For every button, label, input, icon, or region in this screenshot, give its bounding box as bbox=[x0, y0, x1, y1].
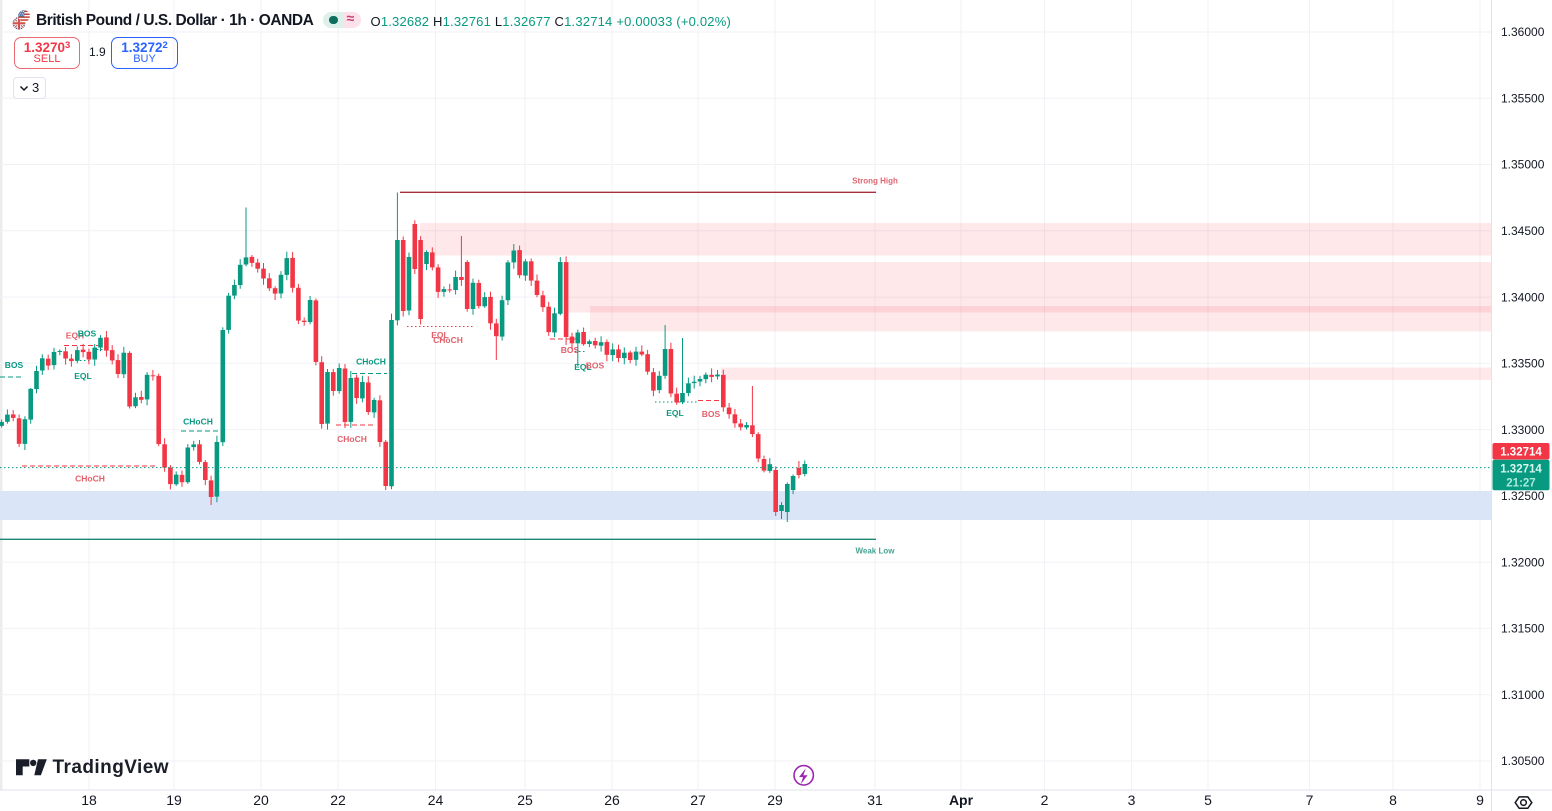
svg-text:1.34500: 1.34500 bbox=[1501, 224, 1545, 238]
svg-text:1.36000: 1.36000 bbox=[1501, 25, 1545, 39]
svg-text:1.32714: 1.32714 bbox=[1500, 447, 1542, 459]
svg-text:26: 26 bbox=[604, 792, 620, 808]
svg-text:21:27: 21:27 bbox=[1506, 478, 1535, 490]
svg-text:1.32000: 1.32000 bbox=[1501, 555, 1545, 569]
svg-text:BOS: BOS bbox=[586, 361, 605, 371]
svg-text:BOS: BOS bbox=[561, 345, 580, 355]
svg-text:5: 5 bbox=[1204, 792, 1212, 808]
svg-text:31: 31 bbox=[867, 792, 883, 808]
svg-text:EQL: EQL bbox=[74, 371, 91, 381]
svg-text:27: 27 bbox=[690, 792, 706, 808]
svg-text:CHoCH: CHoCH bbox=[75, 474, 105, 484]
svg-text:EQL: EQL bbox=[574, 362, 591, 372]
svg-text:EQH: EQH bbox=[66, 331, 84, 341]
svg-text:1.31500: 1.31500 bbox=[1501, 622, 1545, 636]
svg-text:1.30500: 1.30500 bbox=[1501, 754, 1545, 768]
svg-text:CHoCH: CHoCH bbox=[337, 434, 367, 444]
svg-text:7: 7 bbox=[1306, 792, 1314, 808]
svg-text:9: 9 bbox=[1476, 792, 1484, 808]
svg-text:22: 22 bbox=[330, 792, 346, 808]
svg-text:1.32500: 1.32500 bbox=[1501, 489, 1545, 503]
svg-text:CHoCH: CHoCH bbox=[433, 335, 463, 345]
svg-text:20: 20 bbox=[253, 792, 269, 808]
svg-text:1.33500: 1.33500 bbox=[1501, 357, 1545, 371]
svg-text:TradingView: TradingView bbox=[53, 757, 170, 778]
svg-text:1.35500: 1.35500 bbox=[1501, 92, 1545, 106]
svg-text:CHoCH: CHoCH bbox=[183, 417, 213, 427]
svg-text:BOS: BOS bbox=[702, 409, 721, 419]
svg-text:25: 25 bbox=[517, 792, 533, 808]
svg-text:1.31000: 1.31000 bbox=[1501, 688, 1545, 702]
svg-text:1.34000: 1.34000 bbox=[1501, 290, 1545, 304]
svg-text:8: 8 bbox=[1389, 792, 1397, 808]
svg-text:29: 29 bbox=[767, 792, 783, 808]
svg-text:EQL: EQL bbox=[666, 408, 683, 418]
svg-text:3: 3 bbox=[1128, 792, 1136, 808]
svg-text:1.35000: 1.35000 bbox=[1501, 158, 1545, 172]
svg-text:BOS: BOS bbox=[78, 329, 97, 339]
svg-text:1.33000: 1.33000 bbox=[1501, 423, 1545, 437]
svg-text:Strong High: Strong High bbox=[852, 176, 898, 185]
svg-text:1.32714: 1.32714 bbox=[1500, 464, 1542, 476]
svg-text:Apr: Apr bbox=[949, 792, 974, 808]
svg-text:2: 2 bbox=[1041, 792, 1049, 808]
svg-text:24: 24 bbox=[428, 792, 444, 808]
svg-text:18: 18 bbox=[81, 792, 97, 808]
svg-text:BOS: BOS bbox=[5, 360, 24, 370]
svg-text:19: 19 bbox=[166, 792, 182, 808]
svg-text:Weak Low: Weak Low bbox=[856, 546, 896, 555]
svg-text:CHoCH: CHoCH bbox=[356, 357, 386, 367]
svg-text:EQL: EQL bbox=[431, 330, 448, 340]
